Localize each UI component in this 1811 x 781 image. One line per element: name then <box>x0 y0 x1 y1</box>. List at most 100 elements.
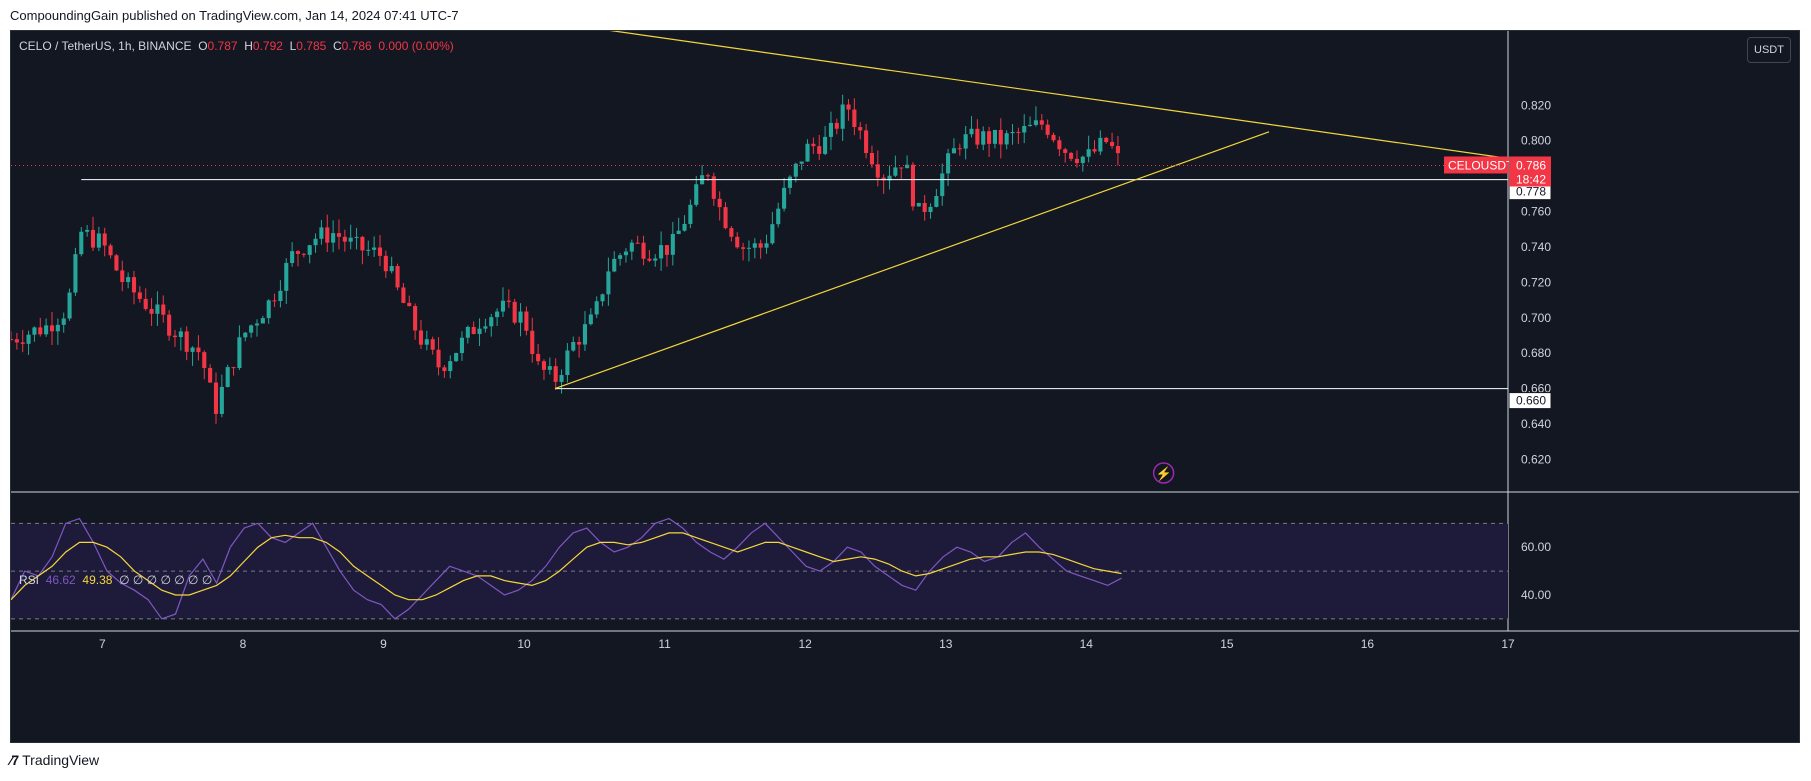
candle-body <box>108 245 113 256</box>
high-value: 0.792 <box>252 39 283 53</box>
candle-body <box>38 327 43 335</box>
candle-body <box>987 131 992 144</box>
candle-body <box>1069 152 1074 159</box>
candle-body <box>442 367 447 372</box>
candle-body <box>190 347 195 352</box>
time-tick-label: 15 <box>1220 637 1234 651</box>
time-tick-label: 9 <box>380 637 387 651</box>
candle-body <box>260 318 265 324</box>
candle-body <box>828 122 834 137</box>
candle-body <box>307 245 312 255</box>
candle-body <box>67 292 72 319</box>
candle-body <box>401 287 406 303</box>
candle-body <box>741 247 746 249</box>
candle-body <box>407 302 412 307</box>
candle-body <box>594 301 599 315</box>
candle-body <box>360 236 365 251</box>
tradingview-logo[interactable]: ⁄7 TradingView <box>10 752 99 768</box>
price-tick-label: 0.620 <box>1521 452 1551 466</box>
candle-body <box>161 304 166 315</box>
trendline <box>609 31 1508 159</box>
candle-body <box>553 366 558 382</box>
candle-body <box>612 258 617 272</box>
candle-body <box>500 300 506 312</box>
price-legend: CELO / TetherUS, 1h, BINANCE O0.787 H0.7… <box>19 39 454 53</box>
rsi-tick-label: 60.00 <box>1521 540 1551 554</box>
candle-body <box>588 314 593 325</box>
candle-body <box>963 134 968 149</box>
price-tick-label: 0.700 <box>1521 311 1551 325</box>
price-tick-label: 0.640 <box>1521 417 1551 431</box>
low-label: L <box>289 39 297 53</box>
candle-body <box>782 187 787 209</box>
candle-body <box>301 253 306 255</box>
price-tick-label: 0.740 <box>1521 240 1551 254</box>
time-tick-label: 17 <box>1501 637 1515 651</box>
high-label: H <box>244 39 253 53</box>
candle-body <box>946 153 951 174</box>
symbol-label[interactable]: CELO / TetherUS, 1h, BINANCE <box>19 39 192 53</box>
candle-body <box>512 301 517 323</box>
candle-body <box>858 127 863 131</box>
candle-body <box>225 367 230 387</box>
price-tick-label: 0.820 <box>1521 98 1551 112</box>
candle-body <box>910 164 915 207</box>
candle-body <box>618 255 623 259</box>
candle-body <box>951 148 956 154</box>
candle-body <box>196 347 201 353</box>
candle-body <box>272 300 277 302</box>
candle-body <box>131 277 137 293</box>
candle-body <box>659 245 664 259</box>
candle-body <box>202 352 207 369</box>
candle-body <box>518 311 523 323</box>
candle-body <box>178 331 183 338</box>
candle-body <box>231 367 236 369</box>
candle-body <box>313 238 318 246</box>
symbol-tag-bg <box>1444 156 1508 174</box>
candle-body <box>852 109 857 128</box>
candle-body <box>331 233 336 243</box>
candle-body <box>44 325 49 335</box>
level-tag-label: 0.778 <box>1516 185 1546 199</box>
candle-body <box>817 146 822 154</box>
candle-body <box>582 324 588 345</box>
chart-area[interactable]: 0.620 0.640 0.660 0.680 0.700 0.720 0.740 0.760… <box>10 30 1800 743</box>
candle-body <box>395 266 400 288</box>
candle-body <box>319 227 324 239</box>
candle-body <box>471 326 476 334</box>
candle-body <box>243 332 248 338</box>
candle-body <box>998 129 1003 145</box>
candle-body <box>922 202 927 213</box>
candle-body <box>811 143 816 147</box>
candle-body <box>20 342 25 344</box>
candle-body <box>846 104 851 110</box>
candle-body <box>325 227 330 243</box>
candle-body <box>1104 137 1109 143</box>
candle-body <box>776 208 781 225</box>
candle-body <box>735 236 740 248</box>
publisher-header: CompoundingGain published on TradingView… <box>10 8 459 23</box>
candle-body <box>746 247 752 249</box>
candle-body <box>348 237 353 242</box>
candle-body <box>717 198 722 208</box>
candle-body <box>916 202 921 207</box>
candle-body <box>1063 149 1068 153</box>
time-tick-label: 10 <box>517 637 531 651</box>
candle-body <box>723 207 728 229</box>
candle-body <box>541 361 547 370</box>
candle-body <box>278 290 283 301</box>
currency-button[interactable]: USDT <box>1747 37 1791 63</box>
candle-body <box>377 247 383 256</box>
candle-body <box>372 247 377 250</box>
open-value: 0.787 <box>207 39 238 53</box>
candle-body <box>981 131 986 145</box>
candle-body <box>887 175 892 181</box>
candle-body <box>73 254 78 293</box>
candle-body <box>547 366 552 370</box>
candle-body <box>55 324 60 332</box>
candle-body <box>864 130 869 154</box>
chart-canvas[interactable]: 0.620 0.640 0.660 0.680 0.700 0.720 0.740 0.760… <box>11 31 1799 742</box>
rsi-label[interactable]: RSI <box>19 573 40 587</box>
trendline <box>554 131 1270 390</box>
candle-body <box>366 249 371 251</box>
